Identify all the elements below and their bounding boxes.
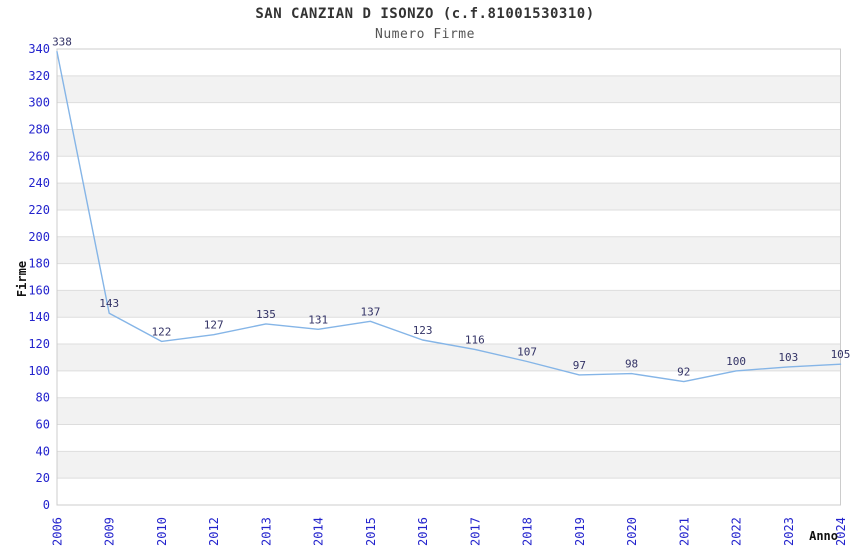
plot-band bbox=[57, 129, 841, 157]
y-tick-label: 180 bbox=[28, 257, 50, 271]
y-tick-label: 120 bbox=[28, 337, 50, 351]
data-point-label: 135 bbox=[256, 308, 276, 321]
y-tick-label: 0 bbox=[43, 498, 50, 512]
y-tick-label: 200 bbox=[28, 230, 50, 244]
data-point-label: 116 bbox=[465, 333, 485, 346]
x-tick-label: 2020 bbox=[625, 517, 639, 546]
data-point-label: 123 bbox=[413, 324, 433, 337]
y-tick-label: 220 bbox=[28, 203, 50, 217]
data-point-label: 105 bbox=[831, 348, 850, 361]
plot-band bbox=[57, 236, 841, 264]
y-tick-label: 300 bbox=[28, 96, 50, 110]
x-tick-label: 2006 bbox=[51, 517, 65, 546]
y-tick-label: 40 bbox=[36, 444, 50, 458]
y-tick-label: 280 bbox=[28, 122, 50, 136]
x-tick-label: 2023 bbox=[782, 517, 796, 546]
data-point-label: 127 bbox=[204, 319, 224, 332]
x-tick-label: 2012 bbox=[207, 517, 221, 546]
y-tick-label: 340 bbox=[28, 42, 50, 56]
x-tick-label: 2015 bbox=[364, 517, 378, 546]
y-tick-label: 20 bbox=[36, 471, 50, 485]
data-point-label: 143 bbox=[99, 297, 119, 310]
data-point-label: 107 bbox=[517, 345, 537, 358]
x-tick-label: 2021 bbox=[677, 517, 691, 546]
x-tick-label: 2022 bbox=[730, 517, 744, 546]
data-point-label: 100 bbox=[726, 355, 746, 368]
plot-border bbox=[56, 48, 841, 506]
data-point-label: 97 bbox=[573, 359, 586, 372]
x-axis-title: Anno bbox=[809, 529, 838, 543]
y-tick-label: 320 bbox=[28, 69, 50, 83]
y-tick-label: 80 bbox=[36, 391, 50, 405]
data-point-label: 338 bbox=[52, 36, 72, 49]
x-tick-label: 2014 bbox=[312, 517, 326, 546]
data-point-label: 103 bbox=[778, 351, 798, 364]
x-tick-label: 2013 bbox=[259, 517, 273, 546]
data-point-label: 131 bbox=[308, 313, 328, 326]
y-tick-label: 100 bbox=[28, 364, 50, 378]
x-tick-label: 2016 bbox=[416, 517, 430, 546]
data-point-label: 122 bbox=[152, 325, 172, 338]
data-point-label: 98 bbox=[625, 358, 638, 371]
chart-subtitle: Numero Firme bbox=[375, 27, 475, 42]
x-tick-label: 2009 bbox=[103, 517, 117, 546]
x-tick-label: 2018 bbox=[521, 517, 535, 546]
x-tick-label: 2010 bbox=[155, 517, 169, 546]
x-tick-label: 2024 bbox=[834, 517, 848, 546]
y-tick-label: 260 bbox=[28, 149, 50, 163]
plot-band bbox=[57, 75, 841, 103]
plot-band bbox=[57, 183, 841, 210]
data-point-label: 92 bbox=[677, 366, 690, 379]
data-point-label: 137 bbox=[360, 305, 380, 318]
plot-band bbox=[57, 344, 841, 371]
plot-band bbox=[57, 451, 841, 479]
y-tick-label: 60 bbox=[36, 418, 50, 432]
data-line bbox=[56, 51, 842, 383]
plot-band bbox=[57, 290, 841, 318]
y-tick-label: 140 bbox=[28, 310, 50, 324]
x-tick-label: 2017 bbox=[468, 517, 482, 546]
y-tick-label: 160 bbox=[28, 283, 50, 297]
y-tick-label: 240 bbox=[28, 176, 50, 190]
chart-title: SAN CANZIAN D ISONZO (c.f.81001530310) bbox=[255, 6, 595, 22]
plot-band bbox=[57, 397, 841, 425]
x-tick-label: 2019 bbox=[573, 517, 587, 546]
